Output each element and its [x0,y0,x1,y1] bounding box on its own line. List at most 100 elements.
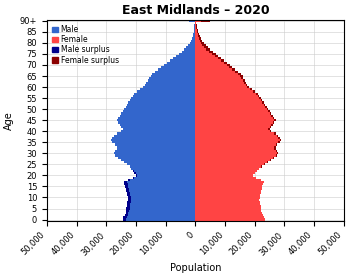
Bar [127,203,195,205]
Bar [199,37,201,40]
Bar [195,117,274,119]
Bar [218,57,221,60]
Bar [151,75,195,77]
Bar [125,185,195,188]
Bar [126,210,195,212]
Bar [195,55,219,57]
Bar [270,130,271,132]
Bar [126,188,129,190]
Bar [276,155,277,157]
Bar [195,95,259,97]
Bar [195,29,198,31]
Bar [127,192,130,194]
Bar [118,121,195,124]
Bar [195,62,227,64]
Bar [148,79,195,81]
Bar [127,201,130,203]
Bar [126,188,195,190]
Bar [200,40,203,42]
Bar [117,132,195,135]
Bar [195,106,267,108]
Bar [122,110,195,112]
Bar [124,181,195,183]
Bar [236,71,238,73]
Bar [195,40,203,42]
Bar [195,135,278,137]
Bar [195,81,246,84]
Bar [223,62,227,64]
Bar [161,66,195,68]
Bar [187,46,195,48]
Bar [195,214,263,216]
Bar [195,157,274,159]
Bar [253,90,255,93]
Bar [195,97,261,99]
Bar [128,101,195,104]
Bar [195,128,270,130]
Bar [271,115,272,117]
Bar [195,188,262,190]
Bar [195,53,216,55]
Bar [133,176,134,179]
Bar [134,172,136,174]
Bar [126,190,129,192]
Bar [173,57,195,60]
Bar [115,143,195,146]
Bar [274,148,276,150]
Bar [195,44,206,46]
Bar [195,68,236,71]
Bar [195,163,265,165]
Bar [280,139,282,141]
Bar [259,97,261,99]
Bar [194,26,195,29]
Bar [128,196,195,199]
Bar [112,137,195,139]
Bar [195,196,260,199]
Bar [272,121,274,124]
Bar [195,84,247,86]
Bar [125,214,128,216]
Bar [195,37,201,40]
Bar [121,159,195,161]
Bar [264,104,265,106]
Bar [206,48,210,51]
Bar [195,190,261,192]
Bar [122,128,195,130]
Bar [229,66,232,68]
Bar [195,90,255,93]
Bar [272,117,274,119]
Bar [121,112,195,115]
Bar [127,194,130,196]
Bar [133,170,134,172]
Bar [128,179,195,181]
Bar [195,148,276,150]
Bar [126,207,130,210]
Bar [121,130,195,132]
Bar [195,104,265,106]
Bar [195,139,282,141]
Bar [114,135,195,137]
Bar [195,24,197,26]
Bar [126,190,195,192]
Bar [244,81,246,84]
Bar [195,73,242,75]
Bar [195,219,264,221]
Bar [192,37,195,40]
Bar [111,139,195,141]
Bar [268,128,270,130]
Bar [125,185,128,188]
Bar [195,110,270,112]
Bar [179,53,195,55]
Bar [120,115,195,117]
Bar [240,75,243,77]
Bar [246,84,247,86]
Bar [127,163,195,165]
Bar [268,110,270,112]
Bar [195,207,261,210]
Bar [271,124,272,126]
Bar [164,64,195,66]
Bar [267,108,268,110]
Bar [227,64,230,66]
Bar [155,71,195,73]
Bar [265,106,267,108]
